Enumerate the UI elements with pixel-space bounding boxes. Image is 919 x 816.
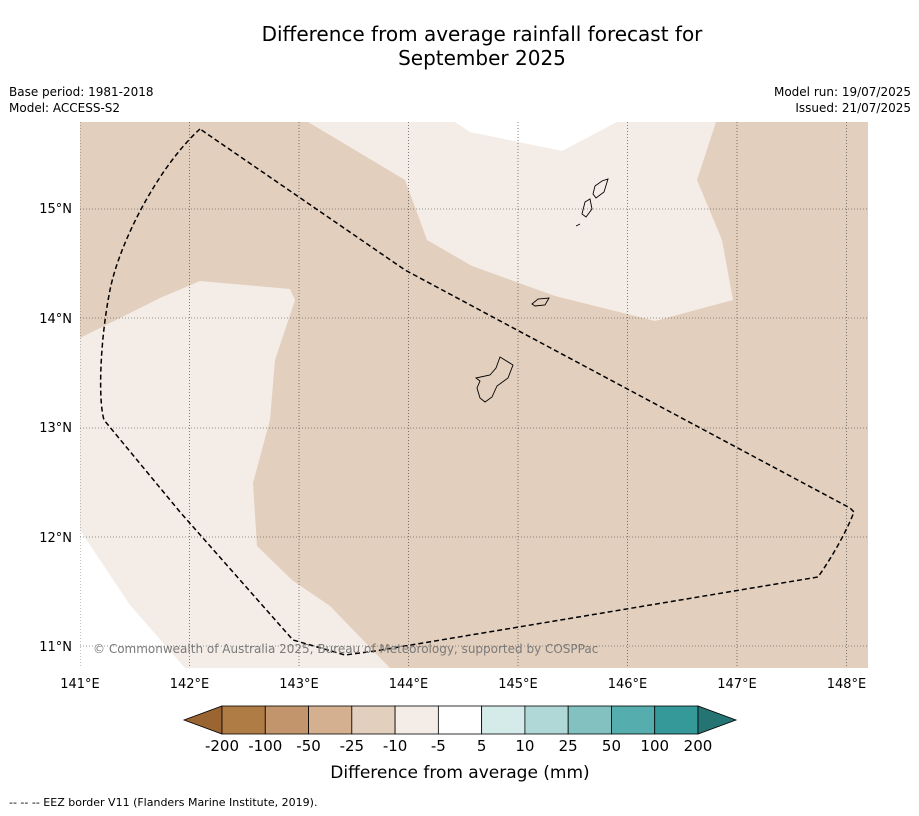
colorbar-segment: [654, 705, 699, 735]
copyright-text: © Commonwealth of Australia 2025, Bureau…: [93, 642, 598, 656]
colorbar-title: Difference from average (mm): [330, 763, 589, 783]
colorbar-tick-label: 50: [602, 737, 621, 755]
lon-label: 141°E: [60, 677, 100, 692]
colorbar-segment: [611, 705, 656, 735]
coastline-guam: [474, 356, 514, 403]
lat-label: 11°N: [39, 640, 72, 655]
lat-label: 14°N: [39, 312, 72, 327]
colorbar-tick-label: -200: [205, 737, 239, 755]
field-region-near-average-west: [80, 281, 390, 668]
lat-labels: 15°N 14°N 13°N 12°N 11°N: [39, 202, 72, 655]
map-field: [80, 122, 868, 668]
meta-left: Base period: 1981-2018 Model: ACCESS-S2: [9, 84, 154, 116]
lon-label: 148°E: [827, 677, 867, 692]
colorbar-tick-label: 5: [477, 737, 487, 755]
map-title: Difference from average rainfall forecas…: [0, 22, 919, 70]
colorbar-extend-low: [182, 705, 223, 735]
eez-footnote: -- -- -- EEZ border V11 (Flanders Marine…: [9, 796, 318, 809]
colorbar-tick-label: 100: [640, 737, 669, 755]
gridlines: [80, 122, 868, 668]
model-run-text: Model run: 19/07/2025: [773, 85, 911, 99]
colorbar-segment: [308, 705, 353, 735]
colorbar-tick-label: -5: [431, 737, 446, 755]
colorbar-tick-label: -50: [296, 737, 321, 755]
field-region-near-average-north: [308, 122, 733, 321]
coastlines: [474, 178, 609, 403]
colorbar-tick-label: 10: [515, 737, 534, 755]
colorbar-ticks: -200 -100 -50 -25 -10 -5 5 10 25 50 100 200: [205, 737, 712, 755]
meta-right: Model run: 19/07/2025 Issued: 21/07/2025: [774, 84, 911, 116]
eez-border: [99, 128, 855, 656]
base-period-text: Base period: 1981-2018: [9, 85, 154, 99]
colorbar-tick-label: 200: [684, 737, 713, 755]
lon-labels: 141°E 142°E 143°E 144°E 145°E 146°E 147°…: [60, 677, 866, 692]
colorbar-segment: [437, 705, 483, 735]
coastline-aguijan: [575, 223, 581, 227]
map-title-line1: Difference from average rainfall forecas…: [261, 22, 703, 46]
colorbar-segment: [264, 705, 309, 735]
model-text: Model: ACCESS-S2: [9, 101, 121, 115]
colorbar-tick-label: -25: [340, 737, 365, 755]
issued-text: Issued: 21/07/2025: [795, 101, 911, 115]
colorbar-tick-label: 25: [559, 737, 578, 755]
coastline-tinian: [581, 198, 593, 218]
lon-label: 146°E: [608, 677, 648, 692]
lon-label: 144°E: [389, 677, 429, 692]
colorbar-tick-label: -10: [383, 737, 408, 755]
colorbar-segment: [524, 705, 569, 735]
field-region-white-north: [455, 122, 617, 151]
lon-label: 143°E: [279, 677, 319, 692]
lat-label: 15°N: [39, 202, 72, 217]
colorbar-tick-label: -100: [248, 737, 282, 755]
lon-label: 142°E: [170, 677, 210, 692]
colorbar: [182, 705, 738, 735]
colorbar-segment: [221, 705, 266, 735]
colorbar-segment: [351, 705, 396, 735]
coastline-saipan: [592, 178, 609, 199]
colorbar-extend-high: [697, 705, 738, 735]
lat-label: 13°N: [39, 421, 72, 436]
lon-label: 147°E: [717, 677, 757, 692]
coastline-rota: [531, 297, 550, 307]
colorbar-segment: [567, 705, 612, 735]
map-title-line2: September 2025: [398, 46, 566, 70]
colorbar-segment: [394, 705, 439, 735]
lat-label: 12°N: [39, 531, 72, 546]
colorbar-segment: [481, 705, 526, 735]
field-region-white-southwest: [80, 530, 185, 668]
lon-label: 145°E: [498, 677, 538, 692]
